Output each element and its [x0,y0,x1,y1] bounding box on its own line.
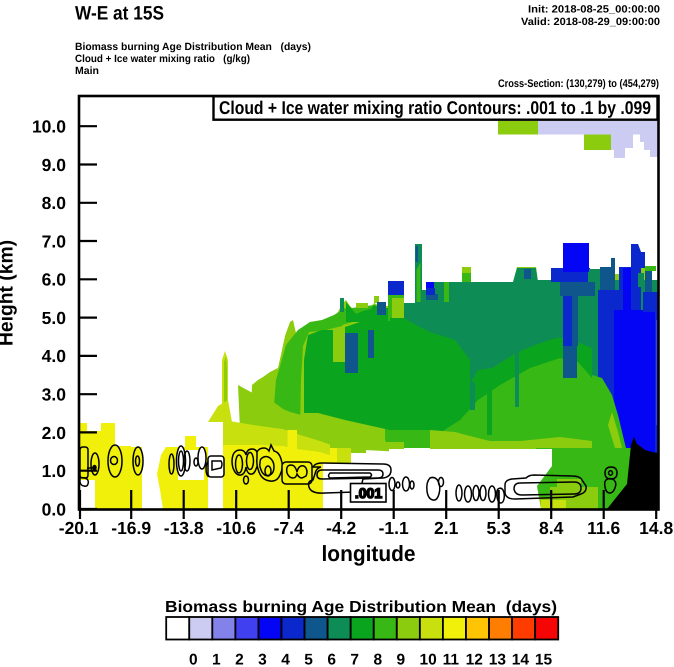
svg-text:Cross-Section: (130,279) to (4: Cross-Section: (130,279) to (454,279) [498,78,659,90]
svg-text:11: 11 [443,652,460,667]
svg-text:Init: 2018-08-25_00:00:00: Init: 2018-08-25_00:00:00 [528,4,660,16]
svg-text:5.3: 5.3 [487,518,512,538]
svg-text:9.0: 9.0 [42,155,67,175]
svg-text:W-E at 15S: W-E at 15S [75,3,164,25]
svg-text:8.0: 8.0 [42,193,67,213]
svg-text:13: 13 [489,652,507,667]
svg-text:0.0: 0.0 [42,499,67,519]
svg-text:Main: Main [75,65,99,77]
svg-text:1.0: 1.0 [42,461,67,481]
svg-text:12: 12 [466,652,483,667]
svg-text:6.0: 6.0 [42,270,67,290]
svg-text:3: 3 [258,652,267,667]
svg-text:8.4: 8.4 [539,518,564,538]
svg-text:-13.8: -13.8 [164,518,204,538]
svg-text:9: 9 [397,652,406,667]
svg-text:Biomass burning Age Distributi: Biomass burning Age Distribution Mean (d… [165,599,557,616]
svg-text:2.0: 2.0 [42,423,67,443]
svg-text:10: 10 [420,652,437,667]
svg-text:Height (km): Height (km) [0,240,18,346]
svg-text:longitude: longitude [322,541,416,566]
svg-text:4.0: 4.0 [42,346,67,366]
svg-text:7: 7 [350,652,359,667]
svg-text:-16.9: -16.9 [111,518,151,538]
svg-text:1: 1 [212,652,221,667]
svg-text:-4.2: -4.2 [326,518,356,538]
svg-text:5.0: 5.0 [42,308,67,328]
svg-text:14.8: 14.8 [639,518,673,538]
svg-text:2.1: 2.1 [434,518,459,538]
svg-text:-20.1: -20.1 [59,518,99,538]
svg-text:7.0: 7.0 [42,231,67,251]
svg-text:10.0: 10.0 [32,117,66,137]
svg-text:Cloud + Ice water mixing ratio: Cloud + Ice water mixing ratio (g/kg) [75,53,250,65]
svg-text:.001: .001 [355,485,382,501]
svg-text:6: 6 [327,652,336,667]
svg-text:-1.1: -1.1 [379,518,409,538]
svg-text:5: 5 [304,652,313,667]
svg-text:Cloud + Ice water mixing ratio: Cloud + Ice water mixing ratio Contours:… [219,97,651,118]
svg-text:4: 4 [281,652,290,667]
svg-text:15: 15 [535,652,553,667]
svg-text:-7.4: -7.4 [274,518,304,538]
svg-text:11.6: 11.6 [587,518,620,538]
svg-text:2: 2 [235,652,244,667]
svg-text:0: 0 [189,652,198,667]
svg-text:-10.6: -10.6 [216,518,256,538]
svg-text:Biomass burning Age Distributi: Biomass burning Age Distribution Mean (d… [75,41,311,53]
svg-text:8: 8 [373,652,382,667]
svg-text:14: 14 [512,652,530,667]
svg-text:3.0: 3.0 [42,385,67,405]
svg-text:Valid: 2018-08-29_09:00:00: Valid: 2018-08-29_09:00:00 [521,16,660,28]
